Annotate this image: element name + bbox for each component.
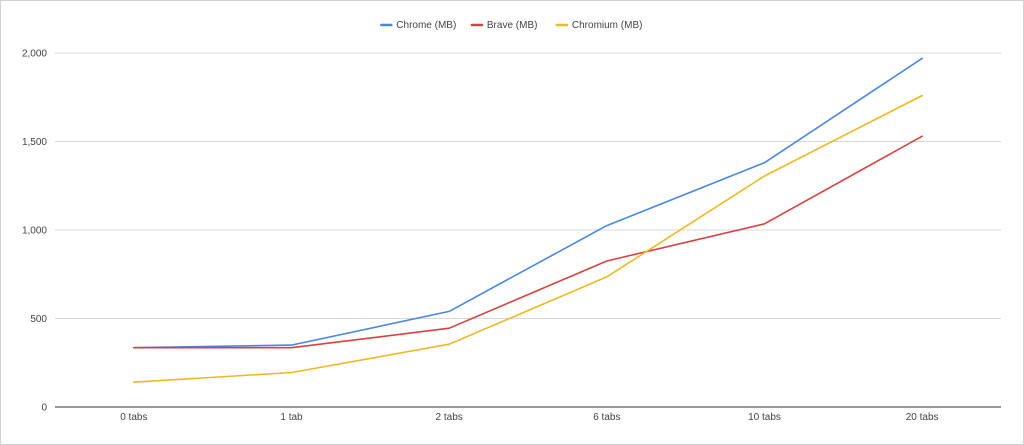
data-point	[605, 223, 609, 227]
legend-item[interactable]: Chromium (MB)	[555, 20, 643, 31]
data-point	[447, 342, 451, 346]
data-point	[920, 56, 924, 60]
gridlines	[55, 52, 1001, 319]
x-tick-label: 20 tabs	[906, 412, 939, 423]
legend-label: Brave (MB)	[487, 20, 538, 31]
series-line-2	[133, 94, 924, 384]
x-tick-label: 10 tabs	[748, 412, 781, 423]
axes: 0 500 1,000 1,500 2,000 0 tabs 1 tab 2 tabs 6 ta…	[22, 49, 1001, 423]
legend: Chrome (MB) Brave (MB) Chromium (MB)	[380, 20, 643, 31]
data-point	[762, 174, 766, 178]
data-point	[132, 380, 136, 384]
data-point	[447, 309, 451, 313]
y-tick-label: 1,000	[22, 226, 47, 237]
x-tick-label: 0 tabs	[120, 412, 147, 423]
series-lines	[132, 56, 924, 384]
y-tick-label: 0	[41, 403, 47, 414]
series-line-1	[133, 135, 924, 349]
data-point	[762, 222, 766, 226]
x-tick-label: 2 tabs	[436, 412, 463, 423]
legend-label: Chrome (MB)	[396, 20, 456, 31]
series-line-0	[133, 57, 924, 349]
y-tick-label: 500	[30, 314, 47, 325]
data-point	[447, 326, 451, 330]
y-tick-label: 1,500	[22, 137, 47, 148]
data-point	[605, 275, 609, 279]
data-point	[920, 93, 924, 97]
x-tick-label: 6 tabs	[593, 412, 620, 423]
legend-item[interactable]: Brave (MB)	[470, 20, 538, 31]
data-point	[289, 346, 293, 350]
legend-label: Chromium (MB)	[572, 20, 643, 31]
data-point	[762, 161, 766, 165]
data-point	[605, 259, 609, 263]
x-tick-label: 1 tab	[280, 412, 303, 423]
y-tick-label: 2,000	[22, 49, 47, 60]
data-point	[920, 134, 924, 138]
data-point	[132, 346, 136, 350]
data-point	[289, 370, 293, 374]
legend-item[interactable]: Chrome (MB)	[380, 20, 456, 31]
